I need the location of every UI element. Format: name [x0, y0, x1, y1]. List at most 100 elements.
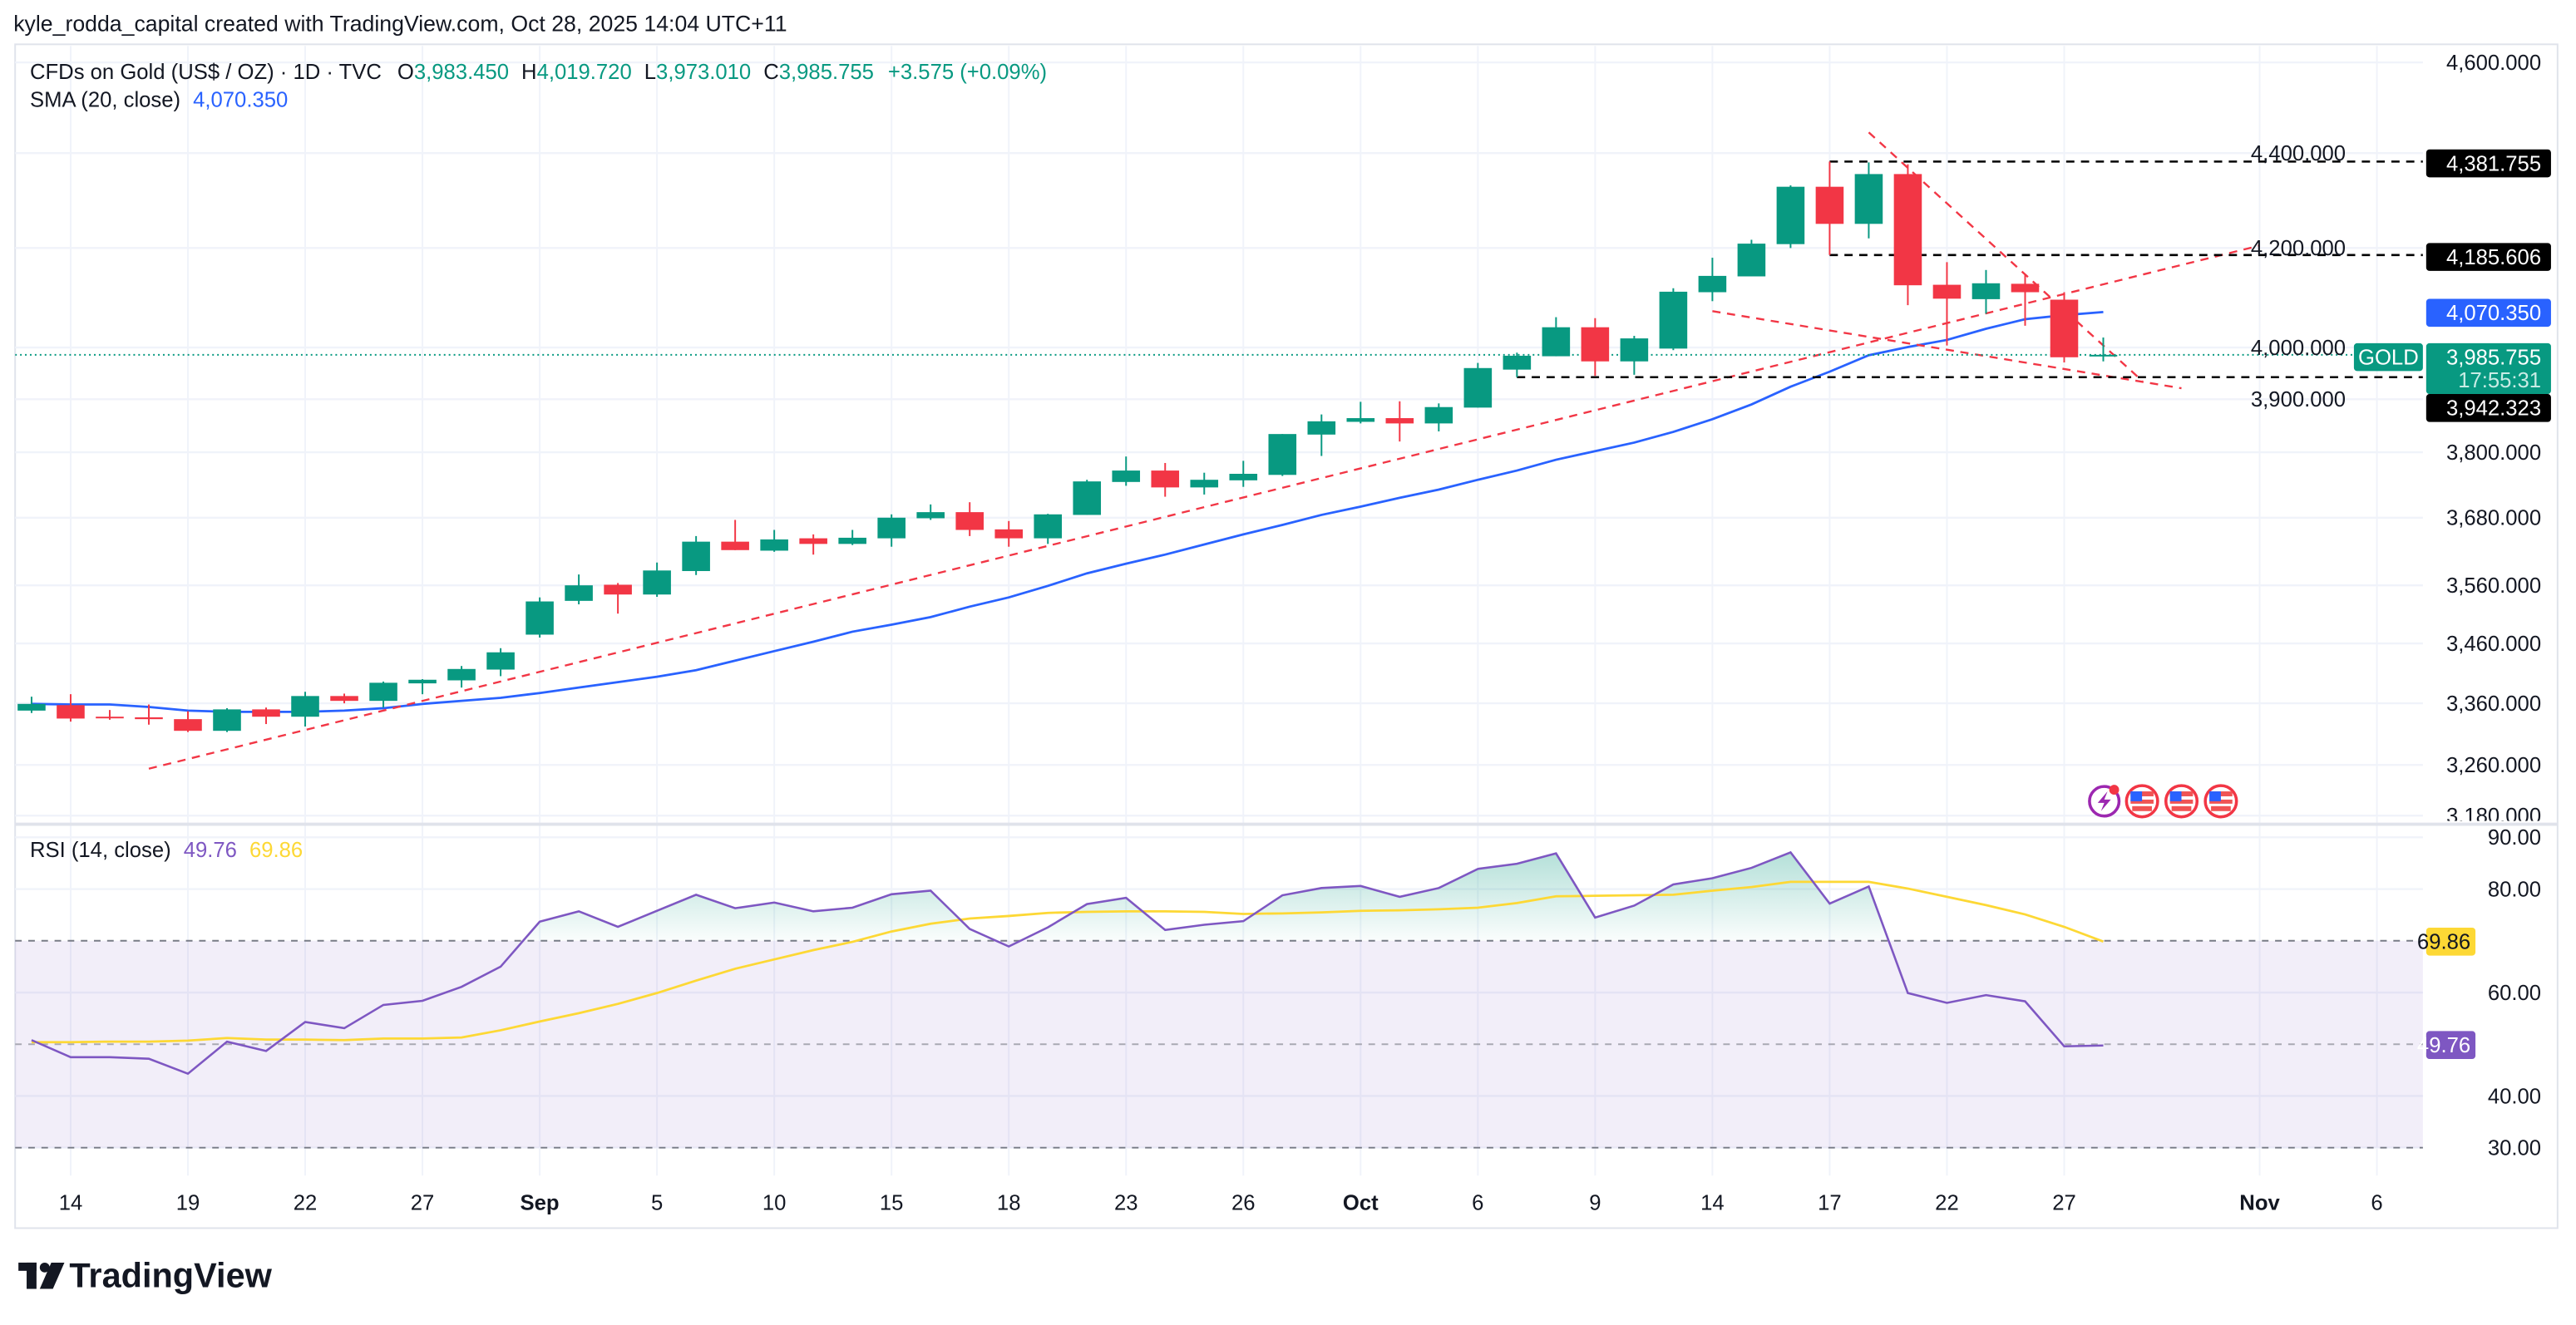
candle[interactable]: [1542, 317, 1571, 357]
price-pane[interactable]: [15, 131, 2423, 770]
price-axis-label: 3,360.000: [2446, 692, 2541, 716]
candle-body: [760, 539, 788, 551]
candle[interactable]: [838, 530, 866, 545]
candle[interactable]: [799, 534, 827, 555]
candle[interactable]: [408, 679, 437, 695]
candle[interactable]: [1659, 288, 1688, 351]
candle[interactable]: [1737, 239, 1766, 277]
price-axis-label: 3,680.000: [2446, 507, 2541, 530]
candle[interactable]: [565, 574, 593, 605]
candle[interactable]: [1268, 434, 1297, 476]
candle[interactable]: [1776, 185, 1805, 249]
time-axis-label: 5: [651, 1192, 663, 1215]
us-flag-icon[interactable]: [2164, 784, 2199, 819]
candle[interactable]: [1229, 461, 1258, 487]
grid: [15, 46, 2423, 1176]
candle[interactable]: [994, 520, 1024, 547]
candle[interactable]: [1971, 269, 2001, 314]
trendline[interactable]: [1868, 131, 2144, 382]
candle[interactable]: [57, 694, 85, 722]
candle[interactable]: [291, 692, 319, 727]
candle-body: [799, 538, 827, 544]
tradingview-logo-mark: [18, 1262, 65, 1289]
candle[interactable]: [252, 707, 280, 725]
candle[interactable]: [1346, 401, 1375, 424]
candle[interactable]: [1151, 462, 1180, 497]
candle[interactable]: [2011, 274, 2040, 326]
candle[interactable]: [17, 697, 46, 713]
time-axis-label: 14: [1700, 1192, 1725, 1215]
candle[interactable]: [1190, 472, 1219, 495]
candle-body: [1737, 244, 1766, 277]
candle[interactable]: [1073, 480, 1102, 515]
level-high-badge: [2425, 149, 2551, 178]
candle[interactable]: [2089, 337, 2118, 362]
candle[interactable]: [1424, 403, 1453, 431]
candle[interactable]: [1581, 318, 1610, 377]
candle[interactable]: [955, 502, 984, 536]
candle[interactable]: [604, 583, 632, 614]
symbol-legend: CFDs on Gold (US$ / OZ) · 1D · TVC O3,98…: [30, 61, 1047, 84]
candle[interactable]: [1698, 258, 1727, 302]
candle[interactable]: [1307, 414, 1336, 456]
candle[interactable]: [96, 710, 124, 720]
time-axis-label: 6: [1472, 1192, 1483, 1215]
last-price-text: 3,985.755: [2446, 346, 2541, 369]
us-flag-icon[interactable]: [2124, 784, 2159, 819]
lightning-icon[interactable]: [2088, 785, 2121, 818]
time-axis[interactable]: 14 19 22 27 Sep 5 10 15 18 23 26 Oct 6 9 14 17 22 27 Nov 6: [59, 1192, 2383, 1215]
symbol-title[interactable]: CFDs on Gold (US$ / OZ) · 1D · TVC: [30, 61, 382, 84]
candle[interactable]: [1112, 456, 1141, 486]
price-axis[interactable]: 4,600.000 4,400.000 4,200.000 4,000.000 3,90…: [2251, 52, 2541, 1160]
candle[interactable]: [877, 514, 906, 547]
candle-body: [57, 705, 85, 719]
candle[interactable]: [330, 693, 358, 704]
candle-body: [330, 696, 358, 702]
candle[interactable]: [526, 597, 554, 638]
candle-body: [1190, 480, 1219, 488]
candle-body: [447, 668, 476, 681]
chart-frame: [14, 43, 2559, 1229]
rsi-axis-label: 40.00: [2488, 1085, 2541, 1108]
candle[interactable]: [1620, 336, 1649, 375]
candle[interactable]: [447, 666, 476, 688]
sma-badge-text: 4,070.350: [2446, 302, 2541, 325]
tradingview-logo[interactable]: TradingView: [18, 1256, 273, 1295]
sma-label[interactable]: SMA (20, close): [30, 88, 180, 111]
candle[interactable]: [1932, 262, 1962, 346]
candle[interactable]: [1385, 401, 1414, 442]
candle[interactable]: [2050, 292, 2079, 362]
trendline[interactable]: [148, 244, 2260, 770]
candle[interactable]: [721, 520, 749, 550]
candle-body: [1034, 514, 1063, 539]
candle[interactable]: [682, 535, 710, 575]
candle-body: [213, 709, 241, 731]
rsi-label[interactable]: RSI (14, close): [30, 839, 171, 862]
rsi-pane[interactable]: [15, 850, 2423, 1149]
candle-body: [1815, 186, 1844, 224]
candle[interactable]: [135, 704, 163, 725]
candle-body: [1463, 367, 1493, 408]
candle[interactable]: [1854, 162, 1883, 239]
candle[interactable]: [1815, 161, 1844, 255]
rsi-ma-badge: [2425, 927, 2476, 956]
price-axis-label: 4,000.000: [2251, 337, 2346, 360]
candle[interactable]: [174, 711, 202, 732]
candle-body: [1659, 291, 1688, 349]
candle[interactable]: [486, 648, 515, 677]
candle[interactable]: [1503, 352, 1532, 377]
candle[interactable]: [916, 504, 945, 520]
candle[interactable]: [1034, 514, 1063, 544]
time-axis-label: 6: [2371, 1192, 2382, 1215]
us-flag-icon[interactable]: [2203, 784, 2238, 819]
candle[interactable]: [643, 562, 671, 597]
candle[interactable]: [1463, 362, 1493, 408]
symbol-tag: [2353, 342, 2423, 372]
trendline[interactable]: [1712, 310, 2182, 390]
candle[interactable]: [760, 530, 788, 552]
price-badges: 4,381.755 4,185.606 4,070.350 GOLD 3,985…: [2353, 149, 2551, 1060]
candle[interactable]: [213, 707, 241, 732]
candle[interactable]: [1893, 164, 1922, 306]
candle[interactable]: [369, 681, 397, 708]
